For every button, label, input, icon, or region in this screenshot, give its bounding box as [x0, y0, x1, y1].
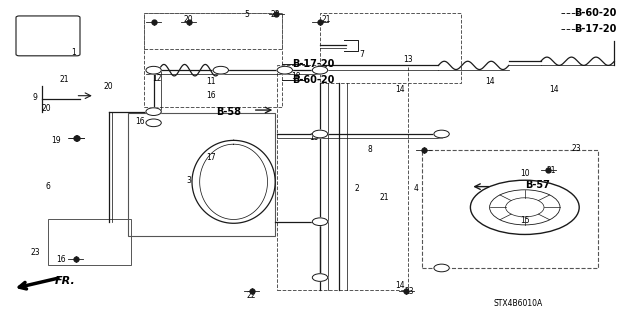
Text: 15: 15 [520, 216, 530, 225]
Bar [48, 219, 131, 265]
Text: 14: 14 [395, 281, 405, 290]
Text: 2: 2 [355, 184, 360, 193]
Circle shape [312, 66, 328, 74]
Text: B-60-20: B-60-20 [292, 75, 335, 85]
Bar [422, 150, 598, 268]
Text: B-57: B-57 [525, 180, 550, 190]
Text: 16: 16 [206, 91, 216, 100]
Text: 7: 7 [359, 50, 364, 59]
Text: 16: 16 [134, 117, 145, 126]
Bar [128, 113, 275, 236]
Text: 3: 3 [186, 176, 191, 185]
Circle shape [312, 218, 328, 226]
Text: 21: 21 [547, 166, 556, 175]
Text: 12: 12 [152, 74, 161, 83]
Circle shape [146, 66, 161, 74]
Text: 4: 4 [413, 184, 419, 193]
Circle shape [146, 108, 161, 115]
Text: 14: 14 [395, 85, 405, 94]
Text: 6: 6 [45, 182, 51, 191]
Bar [320, 13, 461, 83]
Circle shape [470, 180, 579, 234]
Text: 9: 9 [33, 93, 38, 102]
Text: 21: 21 [380, 193, 388, 202]
Circle shape [277, 66, 292, 74]
Circle shape [434, 130, 449, 138]
Text: 21: 21 [322, 15, 331, 24]
Text: 16: 16 [56, 256, 66, 264]
Text: FR.: FR. [54, 276, 75, 286]
Text: 20: 20 [42, 104, 52, 113]
Text: 21: 21 [60, 75, 68, 84]
Text: 23: 23 [270, 10, 280, 19]
Text: 1: 1 [71, 48, 76, 57]
Bar [144, 13, 282, 107]
Text: B-17-20: B-17-20 [292, 59, 335, 69]
Text: 10: 10 [520, 169, 530, 178]
Circle shape [312, 130, 328, 138]
Text: 19: 19 [51, 136, 61, 145]
Text: 11: 11 [207, 77, 216, 86]
Text: STX4B6010A: STX4B6010A [494, 299, 543, 308]
Text: 8: 8 [367, 145, 372, 154]
Text: 18: 18 [292, 72, 301, 81]
Text: B-17-20: B-17-20 [574, 24, 616, 34]
Circle shape [213, 66, 228, 74]
Bar [144, 13, 282, 49]
Circle shape [312, 274, 328, 281]
Circle shape [434, 264, 449, 272]
Circle shape [146, 119, 161, 127]
Text: 5: 5 [244, 10, 249, 19]
Text: 15: 15 [308, 133, 319, 142]
Text: 22: 22 [247, 291, 256, 300]
Text: B-60-20: B-60-20 [574, 8, 616, 19]
Text: 14: 14 [548, 85, 559, 94]
Text: 14: 14 [484, 77, 495, 86]
Text: 23: 23 [30, 248, 40, 256]
FancyBboxPatch shape [16, 16, 80, 56]
Text: 13: 13 [403, 55, 413, 63]
Text: B-58: B-58 [216, 107, 242, 117]
Text: 20: 20 [184, 15, 194, 24]
Text: 23: 23 [404, 287, 415, 296]
Text: 17: 17 [206, 153, 216, 162]
Text: 20: 20 [104, 82, 114, 91]
Text: 23: 23 [571, 144, 581, 153]
Bar [277, 65, 408, 290]
